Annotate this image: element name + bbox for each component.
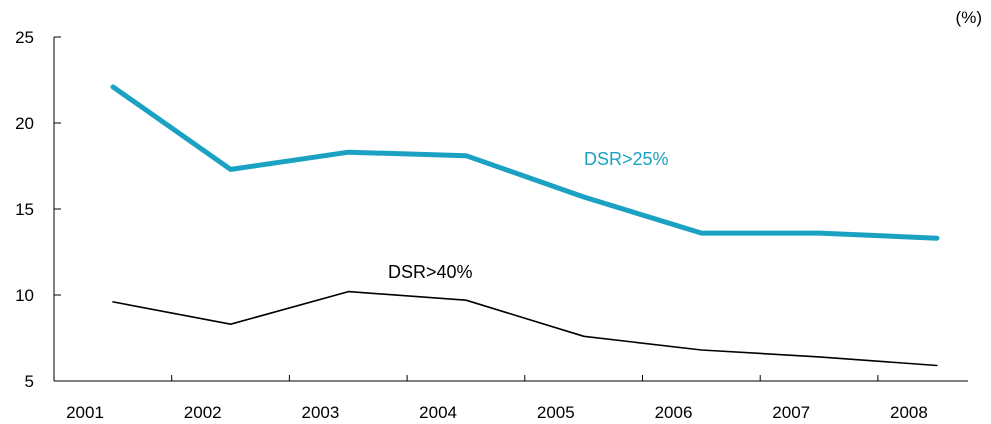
x-tick-label: 2008: [890, 403, 928, 422]
x-tick-label: 2001: [66, 403, 104, 422]
series-label-dsr-40: DSR>40%: [388, 262, 473, 282]
series-line-dsr-40: [112, 290, 938, 367]
series-label-dsr-25: DSR>25%: [584, 149, 669, 169]
series-line-dsr-25: [110, 84, 940, 241]
unit-label: (%): [956, 8, 982, 27]
y-ticks: 5 10 15 20 25: [15, 28, 61, 391]
series-labels: DSR>25% DSR>40%: [388, 149, 669, 282]
axes: [53, 37, 968, 382]
y-tick-label: 10: [15, 286, 34, 305]
x-tick-label: 2002: [184, 403, 222, 422]
x-tick-label: 2005: [537, 403, 575, 422]
y-tick-label: 15: [15, 200, 34, 219]
x-tick-label: 2007: [772, 403, 810, 422]
series-lines: [110, 84, 940, 367]
x-tick-label: 2003: [301, 403, 339, 422]
x-tick-label: 2006: [655, 403, 693, 422]
y-tick-label: 5: [25, 372, 34, 391]
y-tick-label: 25: [15, 28, 34, 47]
y-tick-label: 20: [15, 114, 34, 133]
x-ticks: 2001 2002 2003 2004 2005 2006 2007 2008: [53, 375, 928, 422]
x-tick-label: 2004: [419, 403, 457, 422]
